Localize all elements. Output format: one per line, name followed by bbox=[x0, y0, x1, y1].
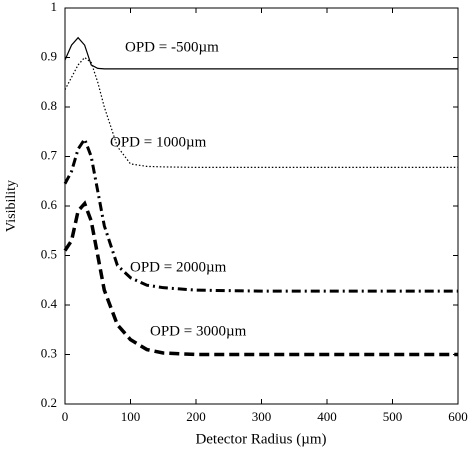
series-line bbox=[64, 36, 458, 70]
series-label: OPD = -500µm bbox=[125, 39, 219, 55]
y-tick-label: 0.5 bbox=[41, 246, 57, 261]
y-tick-label: 0.8 bbox=[41, 98, 57, 113]
y-tick-label: 0.6 bbox=[41, 197, 58, 212]
x-tick-label: 400 bbox=[317, 409, 337, 424]
series-label: OPD = 2000µm bbox=[130, 259, 227, 275]
x-tick-label: 100 bbox=[121, 409, 141, 424]
series-line bbox=[63, 135, 458, 293]
y-tick-label: 0.3 bbox=[41, 345, 57, 360]
y-tick-label: 0.2 bbox=[41, 395, 57, 410]
plot-frame bbox=[64, 7, 459, 405]
x-tick-label: 300 bbox=[252, 409, 272, 424]
x-tick-label: 500 bbox=[383, 409, 403, 424]
x-tick-label: 200 bbox=[186, 409, 206, 424]
series-line bbox=[63, 200, 458, 357]
y-axis-label: Visibility bbox=[4, 180, 19, 232]
series-line bbox=[64, 56, 458, 168]
x-tick-label: 0 bbox=[62, 409, 69, 424]
series-label: OPD = 1000µm bbox=[110, 134, 207, 150]
y-tick-label: 0.4 bbox=[41, 296, 58, 311]
y-tick-label: 0.7 bbox=[41, 147, 58, 162]
series-label: OPD = 3000µm bbox=[150, 323, 247, 339]
y-tick-label: 1 bbox=[51, 0, 58, 14]
x-axis-label: Detector Radius (µm) bbox=[195, 431, 326, 447]
x-tick-label: 600 bbox=[448, 409, 468, 424]
y-tick-label: 0.9 bbox=[41, 48, 57, 63]
